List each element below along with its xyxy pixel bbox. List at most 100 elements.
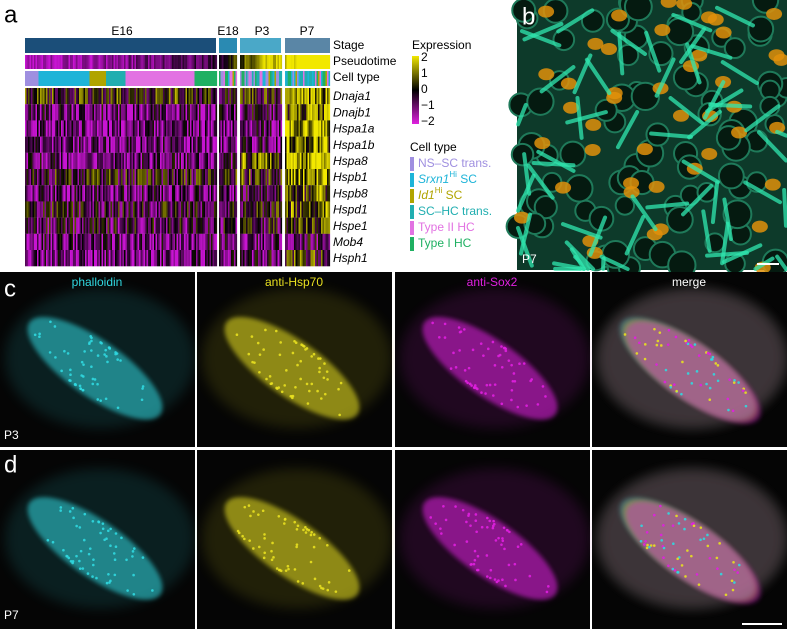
heat-cell: [69, 169, 71, 185]
heat-cell: [267, 104, 269, 120]
heat-cell: [102, 169, 104, 185]
heat-cell: [254, 185, 256, 201]
heat-cell: [138, 201, 140, 217]
speckle: [672, 542, 675, 545]
heat-cell: [213, 104, 215, 120]
heat-cell: [34, 169, 36, 185]
heat-cell: [81, 88, 83, 104]
heat-cell: [175, 88, 177, 104]
speckle: [78, 560, 81, 563]
heat-cell: [299, 185, 301, 201]
heat-cell: [94, 250, 96, 266]
heat-cell: [273, 218, 275, 234]
heat-cell: [228, 88, 230, 104]
pseudotime-cell: [118, 55, 120, 69]
heat-cell: [321, 104, 323, 120]
heat-cell: [264, 120, 266, 136]
speckle: [102, 522, 105, 525]
heat-cell: [45, 120, 47, 136]
heat-cell: [150, 153, 152, 169]
heat-cell: [252, 201, 254, 217]
pseudotime-cell: [198, 55, 200, 69]
heat-cell: [288, 185, 290, 201]
celltype-cell: [302, 71, 304, 86]
heat-cell: [34, 250, 36, 266]
heat-cell: [139, 234, 141, 250]
heat-cell: [138, 234, 140, 250]
legend-text: SC: [442, 188, 462, 202]
heat-cell: [252, 218, 254, 234]
heat-cell: [165, 218, 167, 234]
heat-cell: [154, 153, 156, 169]
heat-cell: [154, 218, 156, 234]
heat-cell: [242, 234, 244, 250]
heat-cell: [78, 137, 80, 153]
heat-cell: [121, 137, 123, 153]
heat-cell: [97, 250, 99, 266]
heat-cell: [148, 137, 150, 153]
heat-cell: [46, 88, 48, 104]
heat-cell: [178, 250, 180, 266]
legend-label: NS–SC trans.: [418, 156, 491, 170]
heat-cell: [269, 88, 271, 104]
heat-cell: [82, 169, 84, 185]
speckle: [319, 357, 322, 360]
heat-cell: [73, 137, 75, 153]
heat-cell: [324, 137, 326, 153]
heat-cell: [91, 88, 93, 104]
speckle: [105, 355, 108, 358]
heat-cell: [103, 137, 105, 153]
heat-cell: [317, 218, 319, 234]
heat-cell: [219, 120, 221, 136]
heat-cell: [320, 120, 322, 136]
speckle: [699, 539, 702, 542]
speckle: [429, 516, 432, 519]
pseudotime-cell: [219, 55, 221, 69]
heat-cell: [111, 218, 113, 234]
heat-cell: [269, 153, 271, 169]
heat-cell: [193, 218, 195, 234]
heat-cell: [43, 104, 45, 120]
heat-cell: [242, 250, 244, 266]
heat-cell: [37, 137, 39, 153]
heat-cell: [91, 185, 93, 201]
heat-cell: [61, 88, 63, 104]
heat-cell: [54, 201, 56, 217]
heat-cell: [294, 234, 296, 250]
heat-cell: [323, 201, 325, 217]
pseudotime-cell: [39, 55, 41, 69]
heat-cell: [111, 137, 113, 153]
heat-cell: [100, 185, 102, 201]
fiber: [534, 163, 574, 165]
heat-cell: [138, 169, 140, 185]
heat-cell: [87, 250, 89, 266]
heat-cell: [305, 137, 307, 153]
orange-cell: [587, 38, 603, 50]
heat-cell: [37, 201, 39, 217]
speckle: [644, 343, 647, 346]
heat-cell: [144, 185, 146, 201]
heat-cell: [273, 250, 275, 266]
heat-cell: [187, 250, 189, 266]
heat-cell: [202, 250, 204, 266]
heat-cell: [153, 88, 155, 104]
heat-cell: [214, 234, 216, 250]
speckle: [99, 532, 102, 535]
heat-cell: [291, 88, 293, 104]
heat-cell: [267, 137, 269, 153]
heat-cell: [275, 169, 277, 185]
heat-cell: [258, 185, 260, 201]
pseudotime-cell: [254, 55, 256, 69]
heat-cell: [25, 218, 27, 234]
stage-bar: [240, 38, 281, 53]
heat-cell: [37, 218, 39, 234]
heat-cell: [163, 201, 165, 217]
heat-cell: [189, 234, 191, 250]
heat-cell: [102, 88, 104, 104]
heat-cell: [91, 153, 93, 169]
heat-cell: [224, 185, 226, 201]
heat-cell: [105, 120, 107, 136]
heat-cell: [248, 201, 250, 217]
pseudotime-cell: [79, 55, 81, 69]
heat-cell: [326, 104, 328, 120]
